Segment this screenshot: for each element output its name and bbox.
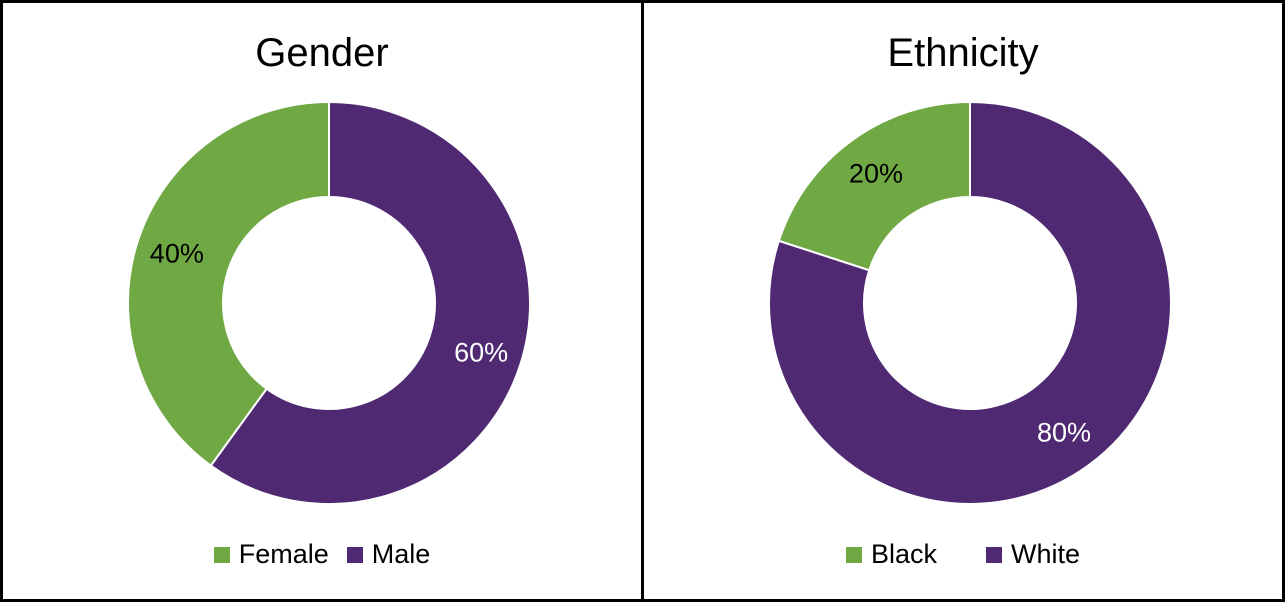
legend-swatch-black [845,546,862,563]
slice-white [768,100,1172,505]
data-label-black: 20% [849,159,903,189]
legend-item-black: Black [845,539,937,570]
gender-legend: Female Male [3,539,641,570]
ethnicity-chart-title: Ethnicity [887,31,1039,75]
legend-item-white: White [986,539,1080,570]
legend-item-female: Female [213,539,329,570]
data-label-male: 60% [454,337,508,367]
legend-swatch-male [346,546,363,563]
slice-male [209,100,531,505]
slice-black [777,100,971,272]
legend-item-male: Male [346,539,431,570]
gender-chart-panel: Gender 40% 60% Female Male [0,0,644,602]
gender-chart-title: Gender [255,31,389,75]
ethnicity-chart-panel: Ethnicity 20% 80% Black White [641,0,1285,602]
legend-swatch-white [986,546,1002,563]
legend-label-female: Female [238,539,329,569]
ethnicity-donut-chart: 20% 80% [768,100,1172,505]
legend-label-black: Black [870,539,937,569]
legend-swatch-female [213,546,230,563]
gender-donut-chart: 40% 60% [127,100,531,505]
data-label-white: 80% [1037,417,1091,447]
data-label-female: 40% [150,239,204,269]
legend-label-male: Male [371,539,431,569]
slice-female [127,100,330,468]
legend-label-white: White [1011,539,1081,569]
ethnicity-legend: Black White [644,539,1282,570]
